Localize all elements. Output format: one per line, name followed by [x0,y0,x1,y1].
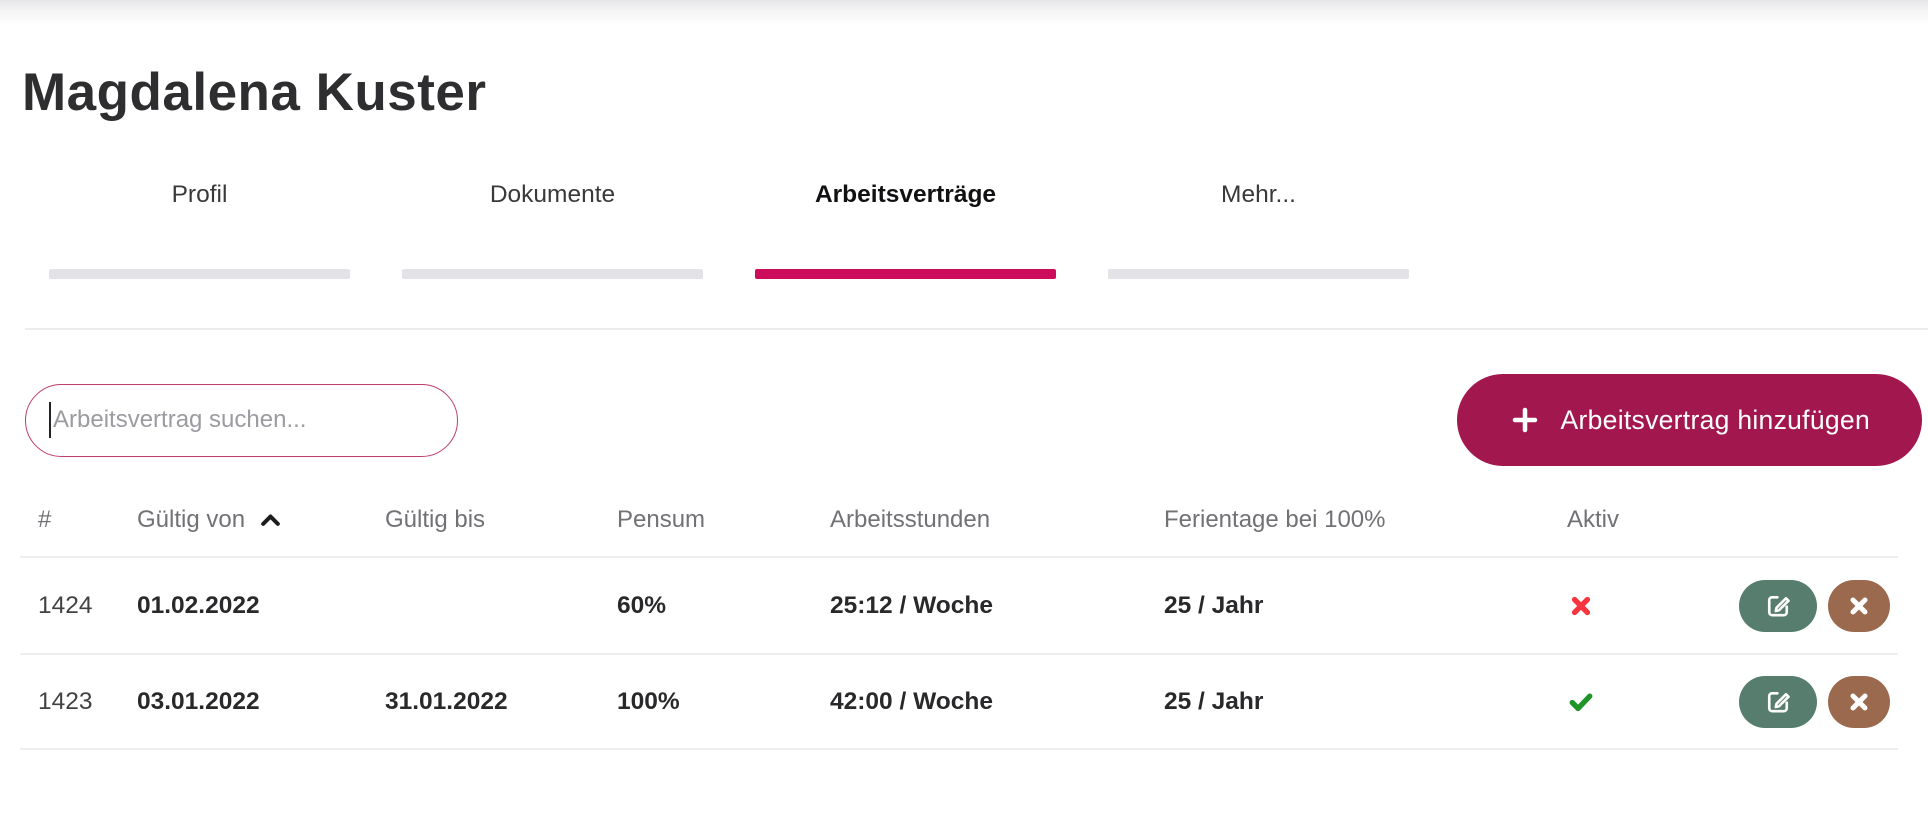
column-header-aktiv[interactable]: Aktiv [1567,506,1620,533]
column-header-gueltig-bis[interactable]: Gültig bis [385,506,486,533]
cell-gueltig-von: 01.02.2022 [137,591,260,619]
top-shadow [0,0,1928,26]
table-row: 1424 01.02.2022 60% 25:12 / Woche 25 / J… [20,556,1898,653]
cell-gueltig-bis: 31.01.2022 [385,687,508,715]
column-header-pensum[interactable]: Pensum [617,506,706,533]
cell-ferientage: 25 / Jahr [1164,687,1264,715]
delete-contract-button[interactable] [1828,579,1890,632]
close-icon [1847,594,1871,618]
tab-profil[interactable]: Profil [23,181,376,279]
tab-underline [402,269,703,279]
cell-contract-id: 1424 [38,591,93,619]
column-header-gueltig-von[interactable]: Gültig von [137,506,385,534]
active-check-icon [1567,688,1595,716]
cell-gueltig-von: 03.01.2022 [137,687,260,715]
add-contract-button[interactable]: Arbeitsvertrag hinzufügen [1456,374,1922,466]
tab-dokumente[interactable]: Dokumente [376,181,729,279]
edit-icon [1763,591,1793,621]
cell-ferientage: 25 / Jahr [1164,591,1264,619]
tab-bar: Profil Dokumente Arbeitsverträge Mehr... [23,181,1928,279]
close-icon [1847,690,1871,714]
tab-arbeitsvertraege[interactable]: Arbeitsverträge [729,181,1082,279]
column-header-ferientage[interactable]: Ferientage bei 100% [1164,506,1386,533]
tab-label: Profil [171,181,228,208]
contracts-table: # Gültig von Gültig bis Pensum Arbeitsst… [20,484,1898,750]
plus-icon [1509,404,1541,436]
add-contract-label: Arbeitsvertrag hinzufügen [1560,404,1870,435]
tab-label: Dokumente [489,181,616,208]
cell-arbeitsstunden: 25:12 / Woche [830,591,993,619]
edit-contract-button[interactable] [1739,675,1817,728]
chevron-up-icon [257,507,284,534]
cell-arbeitsstunden: 42:00 / Woche [830,687,993,715]
edit-icon [1763,687,1793,717]
tab-underline [49,269,350,279]
edit-contract-button[interactable] [1739,579,1817,632]
column-header-id[interactable]: # [38,506,52,533]
tab-mehr[interactable]: Mehr... [1082,181,1435,279]
search-box[interactable] [25,383,458,457]
delete-contract-button[interactable] [1828,675,1890,728]
tab-underline [1108,269,1409,279]
table-header-row: # Gültig von Gültig bis Pensum Arbeitsst… [20,484,1898,556]
toolbar: Arbeitsvertrag hinzufügen [0,374,1928,466]
section-divider [25,328,1928,330]
cell-aktiv [1567,688,1727,716]
active-cross-icon [1567,592,1595,620]
page-title: Magdalena Kuster [22,63,487,122]
cell-aktiv [1567,592,1727,620]
tab-label: Mehr... [1221,181,1296,208]
table-body: 1424 01.02.2022 60% 25:12 / Woche 25 / J… [20,556,1898,750]
row-actions [1727,579,1898,632]
tab-underline-active [755,269,1056,279]
row-actions [1727,675,1898,728]
cell-pensum: 60% [617,591,667,619]
cell-pensum: 100% [617,687,680,715]
cell-contract-id: 1423 [38,687,93,715]
column-header-arbeitsstunden[interactable]: Arbeitsstunden [830,506,991,533]
text-cursor [49,402,51,438]
tab-label: Arbeitsverträge [814,181,997,208]
table-row: 1423 03.01.2022 31.01.2022 100% 42:00 / … [20,653,1898,750]
search-input[interactable] [53,390,457,450]
